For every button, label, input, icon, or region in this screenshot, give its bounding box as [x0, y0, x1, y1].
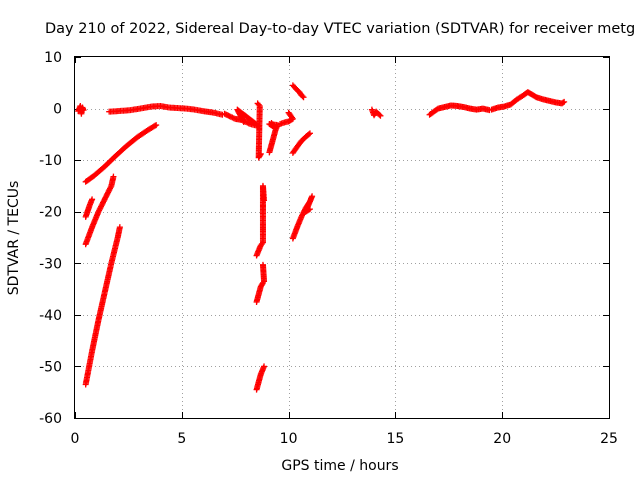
- x-tick-label: 25: [600, 431, 618, 447]
- grid-lines: [75, 57, 609, 418]
- y-tick-label: 10: [44, 50, 62, 66]
- x-tick-label: 20: [493, 431, 511, 447]
- y-axis-tick-labels: 10 0 -10 -20 -30 -40 -50 -60: [39, 50, 62, 427]
- x-axis-tick-labels: 0 5 10 15 20 25: [71, 431, 618, 447]
- y-tick-label: -40: [39, 308, 62, 324]
- data-point: [151, 122, 158, 129]
- data-point: [560, 99, 567, 106]
- axis-ticks: [75, 57, 610, 419]
- series-arc-8.5h-to-8.9h-low: [253, 279, 266, 305]
- x-axis-title: GPS time / hours: [281, 458, 398, 474]
- series-arc-13.9h-to-14.3h: [368, 106, 384, 119]
- data-point: [89, 196, 96, 203]
- series-arc-9.5h-to-10.2h: [277, 109, 296, 128]
- data-point: [110, 173, 117, 180]
- y-tick-label: -60: [39, 411, 62, 427]
- data-point: [261, 363, 268, 370]
- data-point: [257, 150, 264, 157]
- series-arc-10.2h-to-10.7h-top: [289, 82, 307, 101]
- data-point: [240, 118, 247, 125]
- series-arc-19.5h-to-22.9h: [488, 89, 568, 113]
- chart-title: Day 210 of 2022, Sidereal Day-to-day VTE…: [45, 21, 635, 37]
- data-point: [299, 93, 306, 100]
- data-point: [259, 279, 266, 286]
- series-arc-9h-to-9.5h: [266, 120, 281, 156]
- y-tick-label: -20: [39, 205, 62, 221]
- plot-frame: [74, 56, 610, 419]
- data-point: [286, 110, 293, 117]
- data-point: [306, 130, 313, 137]
- series-arc-1.6h-to-6.9h: [106, 102, 226, 118]
- series-arc-8.5h-to-8.8h-mid: [253, 182, 268, 285]
- data-point: [80, 107, 87, 114]
- series-arc-7h-to-8.7h: [221, 106, 262, 130]
- y-tick-label: -10: [39, 153, 62, 169]
- data-point: [268, 120, 275, 127]
- y-tick-label: -30: [39, 256, 62, 272]
- series-arc-0.5h-to-2.1h: [82, 224, 123, 388]
- data-point: [285, 109, 292, 116]
- x-tick-label: 10: [280, 431, 298, 447]
- data-point: [305, 131, 312, 138]
- data-point: [561, 98, 568, 105]
- series-arc-0.5h-to-4h: [82, 122, 160, 185]
- series-arc-0.5h-to-1.8h: [82, 173, 117, 248]
- data-point: [153, 122, 160, 129]
- x-tick-label: 5: [177, 431, 186, 447]
- series-points-near-8.6h: [254, 100, 264, 161]
- data-point: [306, 206, 313, 213]
- y-tick-label: 0: [53, 102, 62, 118]
- series-arc-8.5h-to-8.9h-lowest: [253, 363, 268, 393]
- data-point: [257, 152, 264, 159]
- data-point: [258, 240, 265, 247]
- data-point: [261, 197, 268, 204]
- series-arc-0.5h-to-0.8h: [82, 196, 96, 220]
- x-tick-label: 15: [386, 431, 404, 447]
- series-arc-0h-near-zero: [75, 102, 87, 117]
- data-points: [75, 82, 568, 393]
- series-arc-16.6h-to-19.5h: [426, 102, 493, 118]
- series-arc-10.2h-to-11h-mid: [289, 130, 313, 156]
- series-arc-10.2h-to-11.1h-low: [289, 193, 316, 242]
- data-point: [269, 121, 276, 128]
- data-point: [259, 281, 266, 288]
- data-point: [116, 224, 123, 231]
- data-point: [300, 94, 307, 101]
- data-point: [377, 112, 384, 119]
- y-axis-title: SDTVAR / TECUs: [6, 181, 22, 296]
- x-tick-label: 0: [71, 431, 80, 447]
- data-point: [255, 101, 262, 108]
- data-point: [376, 111, 383, 118]
- y-tick-label: -50: [39, 359, 62, 375]
